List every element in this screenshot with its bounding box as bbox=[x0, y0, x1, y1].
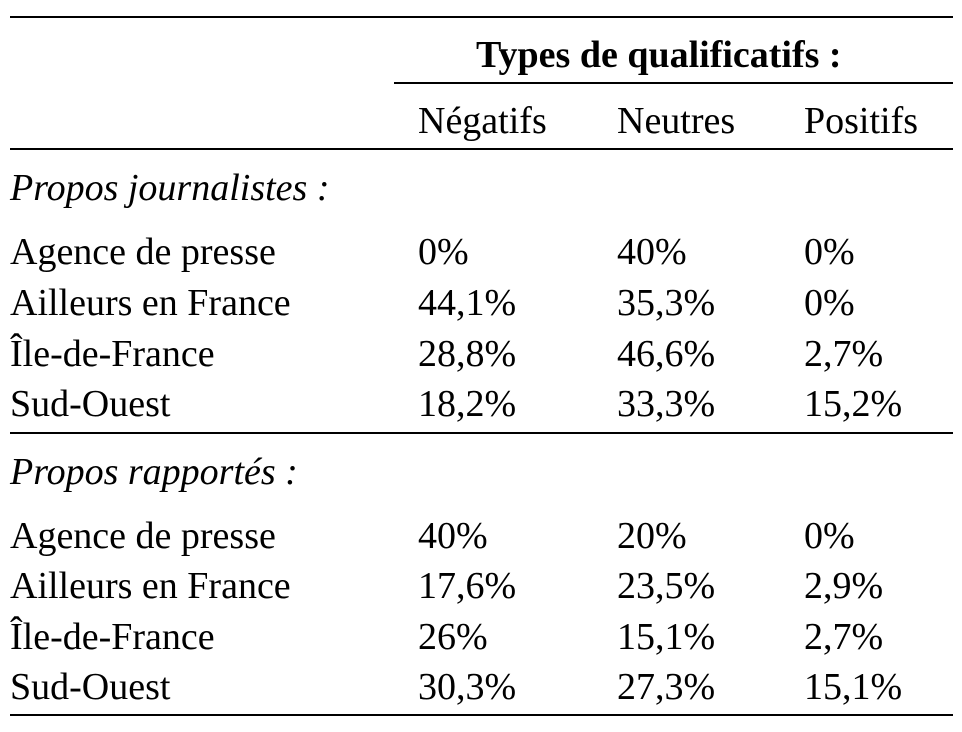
header-rule bbox=[10, 148, 953, 150]
bottom-rule bbox=[10, 714, 953, 716]
cell-negatifs: 18,2% bbox=[418, 383, 517, 425]
cell-neutres: 40% bbox=[617, 231, 687, 273]
row-label: Île-de-France bbox=[10, 616, 215, 658]
column-header-neutres: Neutres bbox=[617, 100, 736, 142]
column-header-negatifs: Négatifs bbox=[418, 100, 547, 142]
section-title-journalistes: Propos journalistes : bbox=[10, 167, 330, 209]
cell-positifs: 2,7% bbox=[804, 616, 884, 658]
row-label: Ailleurs en France bbox=[10, 282, 291, 324]
cell-negatifs: 17,6% bbox=[418, 565, 517, 607]
row-label: Sud-Ouest bbox=[10, 666, 171, 708]
cell-positifs: 0% bbox=[804, 515, 855, 557]
cell-neutres: 35,3% bbox=[617, 282, 716, 324]
cell-positifs: 0% bbox=[804, 231, 855, 273]
section-divider-rule bbox=[10, 432, 953, 434]
cell-positifs: 2,9% bbox=[804, 565, 884, 607]
cell-negatifs: 0% bbox=[418, 231, 469, 273]
column-header-positifs: Positifs bbox=[804, 100, 919, 142]
cell-positifs: 15,2% bbox=[804, 383, 903, 425]
section-title-rapportes: Propos rapportés : bbox=[10, 451, 298, 493]
cell-positifs: 2,7% bbox=[804, 333, 884, 375]
cell-neutres: 27,3% bbox=[617, 666, 716, 708]
cell-negatifs: 44,1% bbox=[418, 282, 517, 324]
cell-positifs: 15,1% bbox=[804, 666, 903, 708]
cell-negatifs: 40% bbox=[418, 515, 488, 557]
cell-negatifs: 30,3% bbox=[418, 666, 517, 708]
group-header: Types de qualificatifs : bbox=[476, 34, 842, 76]
group-header-rule bbox=[394, 82, 953, 84]
cell-neutres: 15,1% bbox=[617, 616, 716, 658]
cell-positifs: 0% bbox=[804, 282, 855, 324]
cell-negatifs: 28,8% bbox=[418, 333, 517, 375]
cell-neutres: 23,5% bbox=[617, 565, 716, 607]
row-label: Agence de presse bbox=[10, 515, 276, 557]
cell-neutres: 46,6% bbox=[617, 333, 716, 375]
row-label: Île-de-France bbox=[10, 333, 215, 375]
row-label: Sud-Ouest bbox=[10, 383, 171, 425]
top-rule bbox=[10, 16, 953, 18]
cell-negatifs: 26% bbox=[418, 616, 488, 658]
cell-neutres: 20% bbox=[617, 515, 687, 557]
row-label: Ailleurs en France bbox=[10, 565, 291, 607]
row-label: Agence de presse bbox=[10, 231, 276, 273]
cell-neutres: 33,3% bbox=[617, 383, 716, 425]
